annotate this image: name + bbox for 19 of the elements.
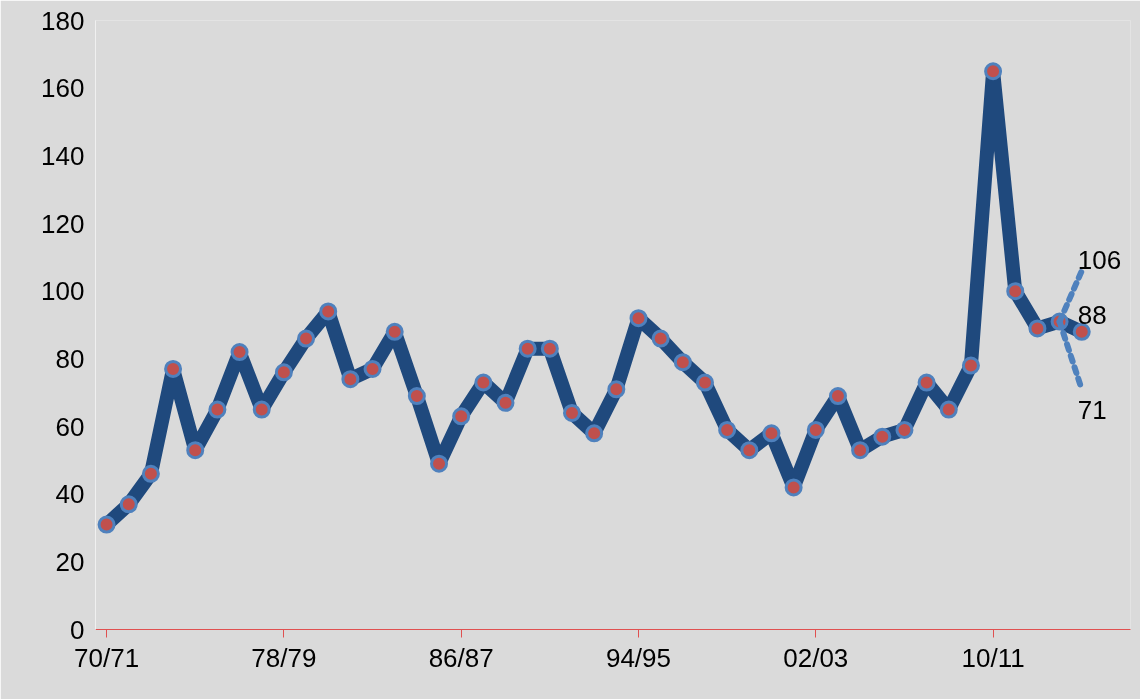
y-tick-label: 0 [70,614,85,645]
y-tick-label: 40 [55,479,85,510]
y-tick-label: 80 [55,343,85,374]
y-tick-label: 100 [41,276,85,307]
y-tick-label: 180 [41,5,85,36]
x-tick-label: 86/87 [428,642,494,673]
data-label: 88 [1077,299,1107,330]
y-tick-label: 140 [41,140,85,171]
x-tick-label: 78/79 [251,642,317,673]
x-tick-label: 94/95 [605,642,672,673]
x-tick-label: 70/71 [74,642,140,673]
y-tick-label: 60 [55,411,85,442]
x-tick-label: 10/11 [961,642,1025,673]
y-tick-label: 20 [55,546,85,577]
data-label: 71 [1077,395,1107,426]
y-tick-label: 160 [41,73,85,104]
x-tick-label: 02/03 [783,642,849,673]
data-label: 106 [1077,244,1122,275]
y-tick-label: 120 [41,208,85,239]
